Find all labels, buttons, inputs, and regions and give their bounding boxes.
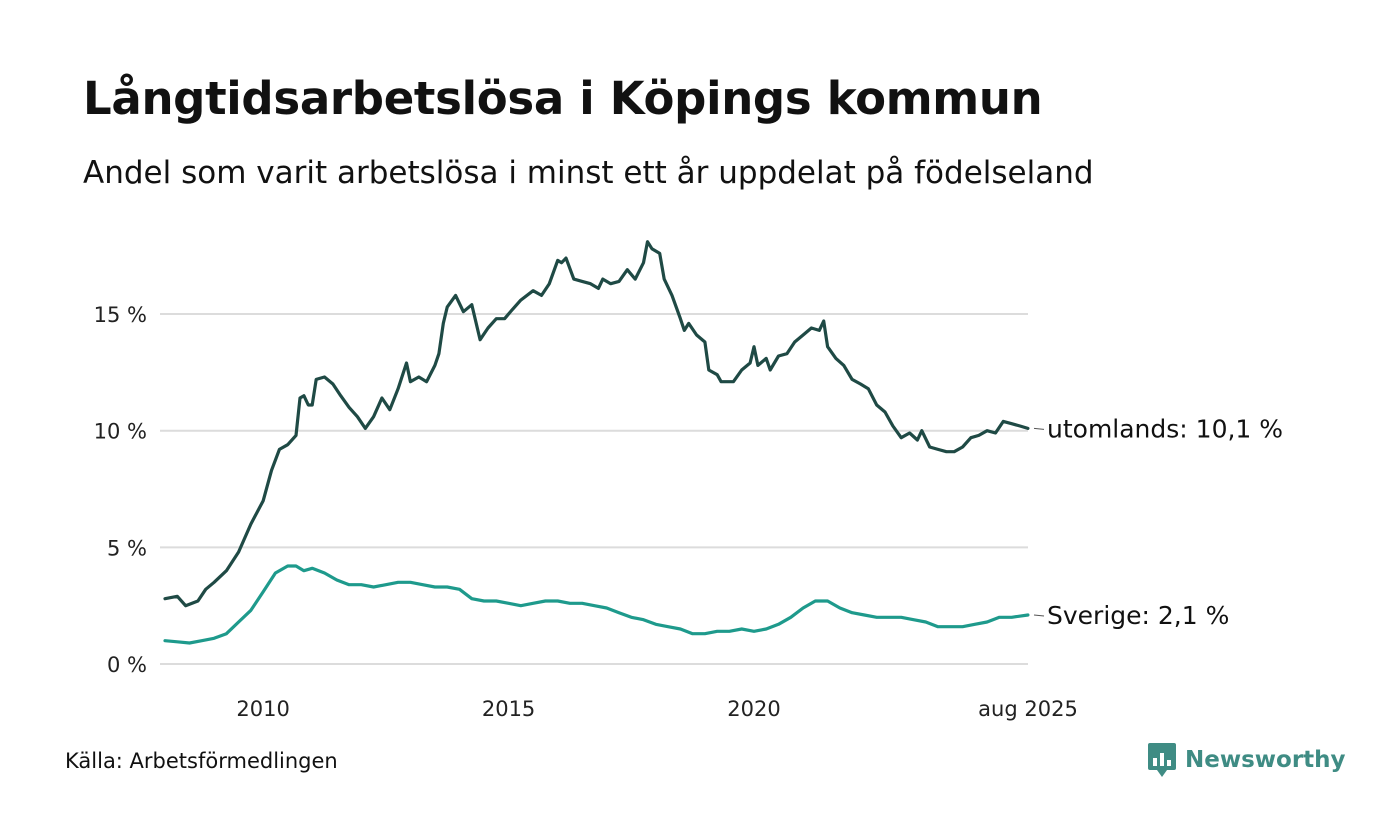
newsworthy-logo-icon <box>1148 743 1176 777</box>
chart-subtitle: Andel som varit arbetslösa i minst ett å… <box>83 155 1094 191</box>
x-tick-label: aug 2025 <box>978 697 1078 721</box>
end-label-sverige: Sverige: 2,1 % <box>1047 601 1229 630</box>
newsworthy-logo: Newsworthy <box>1147 742 1346 778</box>
series-line-utomlands <box>163 240 1030 608</box>
chart-title: Långtidsarbetslösa i Köpings kommun <box>83 72 1043 125</box>
x-tick-label: 2020 <box>727 697 780 721</box>
y-tick-label: 0 % <box>107 653 147 677</box>
end-label-utomlands: utomlands: 10,1 % <box>1047 414 1283 443</box>
source-note: Källa: Arbetsförmedlingen <box>65 749 338 773</box>
end-label-connector <box>1033 614 1045 617</box>
x-tick-label: 2015 <box>482 697 535 721</box>
series-line-sverige <box>163 564 1030 645</box>
x-tick-label: 2010 <box>236 697 289 721</box>
newsworthy-logo-text: Newsworthy <box>1185 747 1346 773</box>
y-tick-label: 10 % <box>94 420 147 444</box>
y-tick-label: 15 % <box>94 303 147 327</box>
y-tick-label: 5 % <box>107 536 147 560</box>
end-label-connector <box>1033 427 1045 430</box>
